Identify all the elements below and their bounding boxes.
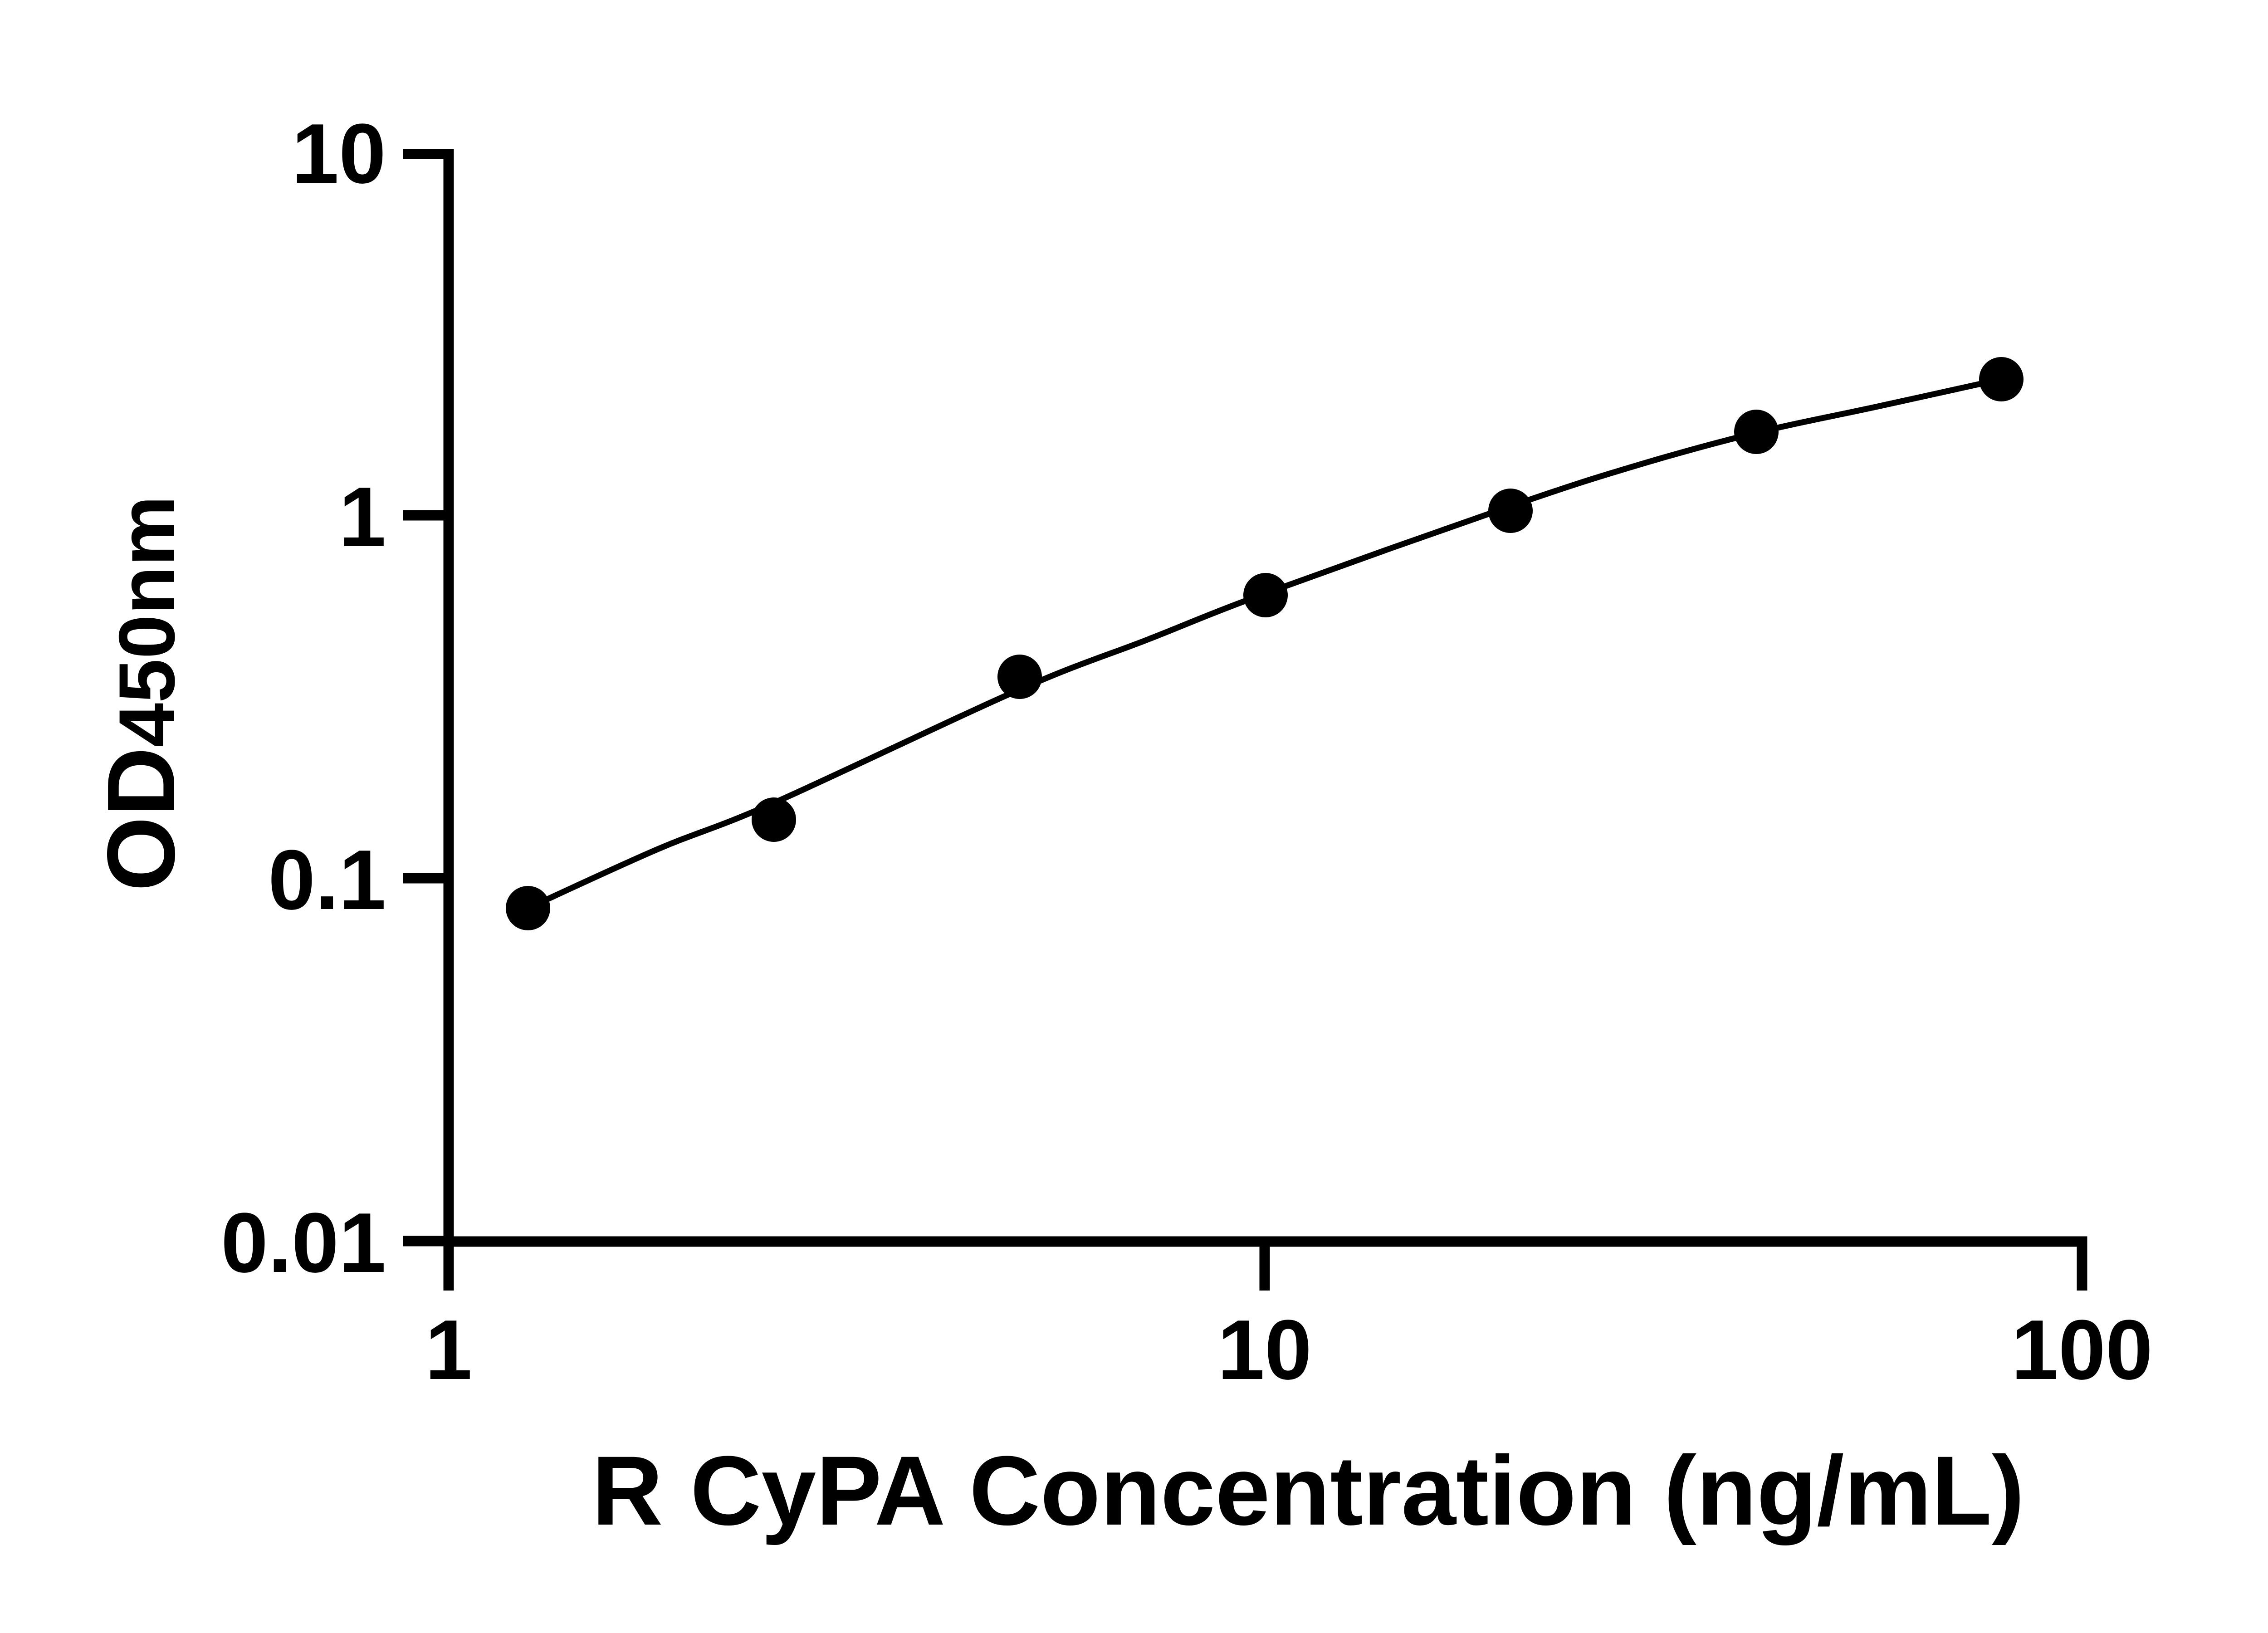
svg-text:0.01: 0.01 bbox=[221, 1195, 386, 1290]
svg-text:1: 1 bbox=[339, 469, 386, 564]
svg-text:0.1: 0.1 bbox=[268, 832, 386, 927]
svg-text:OD450nm: OD450nm bbox=[87, 496, 195, 891]
svg-text:100: 100 bbox=[2011, 1302, 2153, 1397]
svg-text:1: 1 bbox=[425, 1302, 472, 1397]
svg-text:R CyPA Concentration (ng/mL): R CyPA Concentration (ng/mL) bbox=[592, 1436, 2024, 1545]
svg-text:10: 10 bbox=[1217, 1302, 1312, 1397]
svg-text:10: 10 bbox=[292, 106, 386, 201]
